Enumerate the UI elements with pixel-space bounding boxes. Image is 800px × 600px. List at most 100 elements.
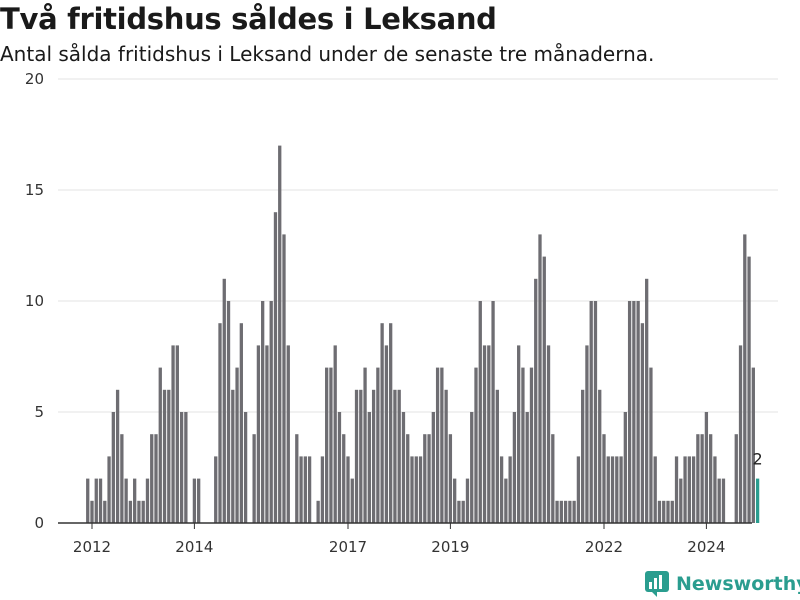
bar bbox=[470, 412, 474, 523]
bar bbox=[359, 389, 363, 523]
bar bbox=[167, 389, 171, 523]
bar bbox=[120, 434, 124, 523]
bar bbox=[325, 367, 329, 523]
bar bbox=[606, 456, 610, 523]
bar bbox=[576, 456, 581, 523]
bar bbox=[197, 478, 201, 523]
bar bbox=[653, 456, 657, 523]
bar bbox=[90, 500, 94, 523]
bar bbox=[231, 389, 235, 523]
bar bbox=[367, 412, 371, 523]
bar bbox=[286, 345, 290, 523]
bar bbox=[299, 456, 303, 523]
bar bbox=[598, 389, 602, 523]
bar bbox=[346, 456, 350, 523]
y-tick-label: 20 bbox=[25, 70, 44, 88]
bar bbox=[329, 367, 333, 523]
bar bbox=[423, 434, 427, 523]
bar bbox=[350, 478, 354, 523]
bar bbox=[406, 434, 410, 523]
bar bbox=[666, 500, 670, 523]
bar bbox=[435, 367, 440, 523]
bar bbox=[453, 478, 457, 523]
bar bbox=[162, 389, 167, 523]
bar bbox=[273, 212, 278, 523]
bar bbox=[674, 456, 679, 523]
bar bbox=[363, 367, 367, 523]
bar bbox=[632, 301, 636, 523]
bar bbox=[150, 434, 154, 523]
bar bbox=[103, 500, 107, 523]
bar bbox=[389, 323, 393, 523]
bar bbox=[282, 234, 286, 523]
bar bbox=[192, 478, 197, 523]
bar bbox=[743, 234, 747, 523]
bar bbox=[295, 434, 299, 523]
bar bbox=[184, 412, 188, 523]
bar bbox=[145, 478, 150, 523]
bar bbox=[440, 367, 444, 523]
bar bbox=[683, 456, 687, 523]
bar bbox=[461, 500, 465, 523]
bar bbox=[581, 389, 585, 523]
x-tick-label: 2019 bbox=[431, 538, 469, 556]
bar bbox=[636, 301, 640, 523]
bar bbox=[538, 234, 542, 523]
bar bbox=[751, 367, 755, 523]
bar bbox=[303, 456, 307, 523]
bar bbox=[610, 456, 615, 523]
newsworthy-logo-text: Newsworthy bbox=[676, 573, 800, 595]
bar bbox=[175, 345, 179, 523]
bar bbox=[512, 412, 517, 523]
bar bbox=[551, 434, 555, 523]
bar bbox=[427, 434, 431, 523]
bar bbox=[508, 456, 512, 523]
bar bbox=[307, 456, 312, 523]
bar bbox=[141, 500, 145, 523]
bar bbox=[158, 367, 162, 523]
bar bbox=[627, 301, 632, 523]
bar bbox=[568, 500, 572, 523]
bar-highlight bbox=[755, 478, 760, 523]
bar bbox=[457, 500, 461, 523]
bar-value-label: 2 bbox=[753, 450, 763, 469]
bar bbox=[499, 456, 504, 523]
bar bbox=[243, 412, 248, 523]
bar bbox=[418, 456, 423, 523]
chart-subtitle: Antal sålda fritidshus i Leksand under d… bbox=[0, 42, 655, 66]
bar bbox=[448, 434, 453, 523]
x-tick-label: 2022 bbox=[585, 538, 623, 556]
bar bbox=[115, 389, 120, 523]
x-tick-label: 2024 bbox=[687, 538, 725, 556]
bar bbox=[546, 345, 551, 523]
bar bbox=[645, 278, 649, 523]
bar bbox=[393, 389, 397, 523]
newsworthy-logo-icon bbox=[645, 571, 669, 597]
bar bbox=[431, 412, 435, 523]
bar bbox=[278, 145, 282, 523]
y-tick-label: 0 bbox=[34, 514, 44, 532]
bar bbox=[137, 500, 141, 523]
bar bbox=[316, 500, 320, 523]
bar bbox=[384, 345, 389, 523]
bar bbox=[107, 456, 111, 523]
bar bbox=[593, 301, 598, 523]
bar bbox=[124, 478, 128, 523]
bar bbox=[495, 389, 499, 523]
x-tick-label: 2012 bbox=[73, 538, 111, 556]
bar bbox=[602, 434, 606, 523]
bar bbox=[482, 345, 487, 523]
y-tick-label: 15 bbox=[25, 181, 44, 199]
bar bbox=[337, 412, 342, 523]
bar bbox=[265, 345, 269, 523]
bar bbox=[700, 434, 704, 523]
bar bbox=[179, 412, 184, 523]
bar bbox=[474, 367, 478, 523]
bar bbox=[691, 456, 696, 523]
bar bbox=[371, 389, 376, 523]
bar bbox=[222, 278, 226, 523]
bar bbox=[478, 301, 482, 523]
bar bbox=[465, 478, 470, 523]
bar bbox=[657, 500, 662, 523]
x-tick-label: 2014 bbox=[175, 538, 213, 556]
